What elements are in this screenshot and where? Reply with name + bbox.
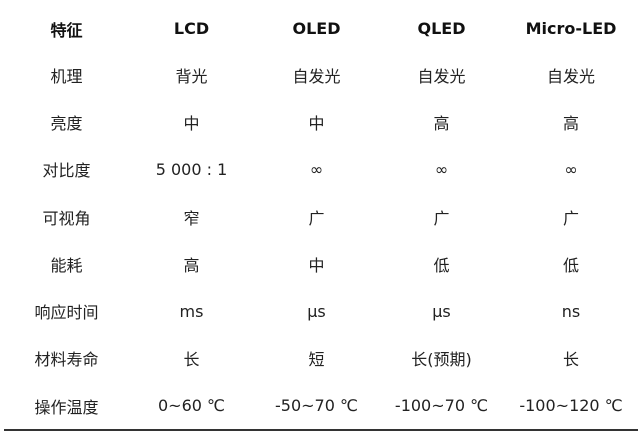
table-cell: ∞ (309, 159, 324, 179)
table-cell: 窄 (183, 208, 200, 228)
table-cell: 广 (308, 208, 325, 228)
table-cell: 长 (562, 350, 579, 370)
table-cell: -50~70 ℃ (254, 382, 379, 432)
table-row: 操作温度 0~60 ℃ -50~70 ℃ -100~70 ℃ -100~120 … (4, 382, 638, 432)
header-row: 特征 LCD OLED QLED Micro-LED (4, 6, 638, 51)
table-row: 可视角 窄 广 广 广 (4, 193, 638, 240)
table-row: 机理 背光 自发光 自发光 自发光 (4, 51, 638, 98)
table-row: 材料寿命 长 短 长(预期) 长 (4, 335, 638, 382)
table-cell: 中 (308, 255, 325, 275)
table-cell: 长 (183, 350, 200, 370)
table-cell: -100~70 ℃ (379, 382, 504, 432)
row-label: 响应时间 (34, 303, 99, 323)
table-cell: 自发光 (546, 66, 595, 86)
table-row: 亮度 中 中 高 高 (4, 98, 638, 145)
table-cell: 高 (433, 113, 450, 133)
table-cell: 长(预期) (411, 350, 472, 370)
table-cell: 5 000 : 1 (155, 159, 228, 179)
table-cell: ∞ (564, 159, 578, 179)
row-label: 操作温度 (4, 382, 129, 432)
table-cell: 背光 (175, 66, 208, 86)
row-label: 材料寿命 (34, 350, 99, 370)
table-cell: 广 (433, 208, 450, 228)
table-cell: 中 (308, 113, 325, 133)
table-cell: ns (561, 301, 581, 321)
header-qled: QLED (417, 19, 466, 38)
table-row: 能耗 高 中 低 低 (4, 240, 638, 287)
table-header: 特征 LCD OLED QLED Micro-LED (4, 6, 638, 51)
header-feature: 特征 (50, 20, 83, 40)
row-label: 亮度 (50, 113, 83, 133)
table-cell: 0~60 ℃ (129, 382, 254, 432)
row-label: 对比度 (42, 161, 91, 181)
table-cell: -100~120 ℃ (504, 382, 638, 432)
table-cell: 自发光 (292, 66, 341, 86)
row-label: 能耗 (50, 255, 83, 275)
header-lcd: LCD (173, 19, 210, 38)
table-cell: 低 (562, 255, 579, 275)
display-technology-comparison-table: 特征 LCD OLED QLED Micro-LED 机理 背光 自发光 自发光… (4, 6, 638, 432)
table-cell: ∞ (434, 159, 449, 179)
table-cell: 低 (433, 255, 450, 275)
table-cell: μs (432, 301, 451, 321)
table-cell: 高 (562, 113, 579, 133)
table-row: 响应时间 ms μs μs ns (4, 287, 638, 334)
row-label: 机理 (50, 66, 83, 86)
table-cell: 高 (183, 255, 200, 275)
table-cell: ms (179, 301, 204, 321)
table-cell: 中 (183, 113, 200, 133)
table-row: 对比度 5 000 : 1 ∞ ∞ ∞ (4, 146, 638, 193)
table-cell: 短 (308, 350, 325, 370)
header-oled: OLED (292, 19, 341, 38)
table-cell: μs (307, 301, 326, 321)
table-cell: 广 (562, 208, 579, 228)
table-cell: 自发光 (417, 66, 466, 86)
table-body: 机理 背光 自发光 自发光 自发光 亮度 中 中 高 高 对比度 5 000 :… (4, 51, 638, 432)
header-micro-led: Micro-LED (525, 19, 617, 38)
row-label: 可视角 (42, 208, 91, 228)
